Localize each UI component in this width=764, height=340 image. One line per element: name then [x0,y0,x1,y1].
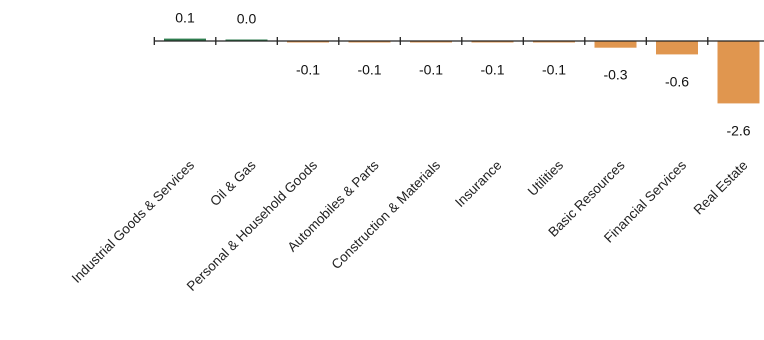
value-label: -0.3 [603,67,627,83]
category-label: Industrial Goods & Services [69,157,198,286]
category-label: Oil & Gas [207,157,259,209]
bar [471,41,514,43]
bar [656,41,698,55]
bar [287,41,329,43]
category-label: Real Estate [691,158,751,218]
bar [410,41,452,43]
bar [594,41,637,48]
value-label: -0.1 [419,62,443,78]
bar [225,39,268,41]
value-label: -0.1 [542,62,566,78]
bar [164,38,206,41]
category-label: Construction & Materials [329,157,444,272]
value-labels: 0.1 0.0 -0.1 -0.1 -0.1 -0.1 -0.1 -0.3 -0.6 -2.6 [175,10,751,139]
value-label: -0.1 [357,62,381,78]
bars-group [164,38,760,104]
bar [717,41,760,104]
value-label: 0.1 [175,10,195,26]
bar [348,41,391,43]
value-label: -2.6 [726,122,750,138]
bar [533,41,575,43]
value-label: 0.0 [237,11,257,27]
axis-ticks [153,37,709,45]
category-label: Personal & Household Goods [184,157,321,294]
category-label: Insurance [452,158,505,211]
value-label: -0.1 [296,62,320,78]
value-label: -0.1 [480,62,504,78]
value-label: -0.6 [665,73,689,89]
category-labels: Industrial Goods & Services Oil & GasPers… [69,157,751,294]
category-label: Utilities [525,157,567,199]
